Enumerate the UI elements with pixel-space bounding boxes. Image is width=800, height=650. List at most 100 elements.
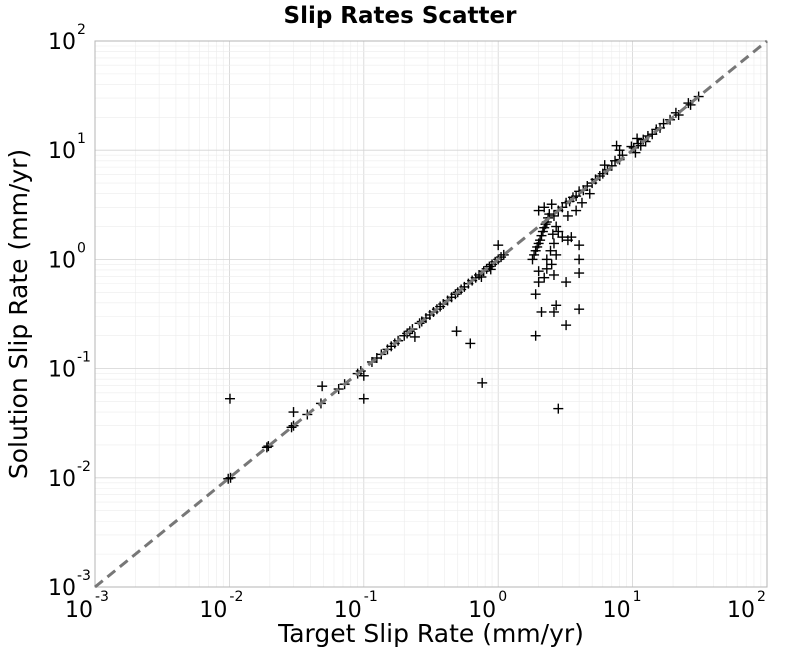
data-point xyxy=(224,393,235,404)
data-point xyxy=(465,338,476,349)
data-point xyxy=(317,381,328,392)
y-axis-label: Solution Slip Rate (mm/yr) xyxy=(4,149,33,479)
data-point xyxy=(551,249,562,260)
svg-text:10: 10 xyxy=(65,598,93,623)
data-point xyxy=(566,232,577,243)
svg-text:-3: -3 xyxy=(77,568,91,584)
data-point xyxy=(574,268,585,279)
data-point xyxy=(263,441,274,452)
svg-text:1: 1 xyxy=(633,589,642,605)
data-point xyxy=(548,269,559,280)
svg-text:0: 0 xyxy=(498,589,507,605)
data-point xyxy=(574,304,585,315)
y-tick-label: 10 2 xyxy=(48,22,86,55)
svg-text:10: 10 xyxy=(48,358,76,383)
svg-text:10: 10 xyxy=(48,467,76,492)
data-point xyxy=(548,306,559,317)
svg-text:10: 10 xyxy=(468,598,496,623)
identity-reference-line xyxy=(94,39,768,589)
data-point xyxy=(261,442,272,453)
svg-text:0: 0 xyxy=(77,240,86,256)
data-point xyxy=(551,300,562,311)
data-point xyxy=(584,188,595,199)
data-point xyxy=(358,393,369,404)
y-tick-label: 10 -1 xyxy=(48,350,91,383)
data-point xyxy=(529,249,540,260)
plot-area xyxy=(94,40,768,588)
data-point xyxy=(225,472,236,483)
data-point xyxy=(541,254,552,265)
svg-text:10: 10 xyxy=(48,248,76,273)
x-tick-label: 100 xyxy=(468,589,507,623)
data-point xyxy=(547,229,558,240)
data-point xyxy=(530,330,541,341)
data-point xyxy=(551,221,562,232)
data-point xyxy=(574,254,585,265)
data-point xyxy=(561,277,572,288)
svg-text:10: 10 xyxy=(48,30,76,55)
x-tick-label: 101 xyxy=(603,589,642,623)
svg-text:10: 10 xyxy=(727,598,755,623)
data-point xyxy=(533,277,544,288)
svg-text:10: 10 xyxy=(334,598,362,623)
data-point xyxy=(533,266,544,277)
x-tick-label: 10-2 xyxy=(199,589,243,623)
data-point xyxy=(451,326,462,337)
svg-text:-3: -3 xyxy=(95,589,109,605)
y-tick-label: 10 0 xyxy=(48,240,86,273)
y-tick-label: 10 -3 xyxy=(48,568,91,601)
data-point xyxy=(553,226,564,237)
data-point xyxy=(539,272,550,283)
data-point xyxy=(539,202,550,213)
data-point xyxy=(535,235,546,246)
data-point xyxy=(545,245,556,256)
svg-text:2: 2 xyxy=(77,22,86,38)
svg-text:10: 10 xyxy=(603,598,631,623)
data-point xyxy=(571,205,582,216)
data-point xyxy=(536,230,547,241)
y-tick-label: 10 -2 xyxy=(48,459,91,492)
data-point xyxy=(574,240,585,251)
svg-text:10: 10 xyxy=(48,139,76,164)
data-point xyxy=(477,377,488,388)
data-point xyxy=(533,205,544,216)
data-point xyxy=(530,289,541,300)
data-point xyxy=(527,254,538,265)
data-point xyxy=(599,160,610,171)
x-tick-label: 10-1 xyxy=(334,589,378,623)
data-point xyxy=(632,133,643,144)
data-point xyxy=(286,422,297,433)
svg-text:2: 2 xyxy=(757,589,766,605)
data-point xyxy=(288,407,299,418)
data-point xyxy=(561,320,572,331)
data-point xyxy=(288,420,299,431)
chart-title: Slip Rates Scatter xyxy=(284,3,518,29)
x-axis-label: Target Slip Rate (mm/yr) xyxy=(277,619,584,648)
data-point xyxy=(576,197,587,208)
data-point xyxy=(546,199,557,210)
svg-text:-2: -2 xyxy=(77,459,91,475)
data-point xyxy=(562,210,573,221)
svg-text:10: 10 xyxy=(48,576,76,601)
data-point xyxy=(498,249,509,260)
data-point xyxy=(223,473,234,484)
data-point xyxy=(633,138,644,149)
svg-text:-1: -1 xyxy=(364,589,378,605)
x-tick-label: 102 xyxy=(727,589,766,623)
svg-text:1: 1 xyxy=(77,131,86,147)
data-point xyxy=(493,240,504,251)
grid-lines xyxy=(94,41,767,588)
svg-text:-1: -1 xyxy=(77,350,91,366)
svg-text:10: 10 xyxy=(199,598,227,623)
data-point xyxy=(635,140,646,151)
data-point xyxy=(553,403,564,414)
x-tick-label: 10-3 xyxy=(65,589,109,623)
data-point xyxy=(541,263,552,274)
data-point xyxy=(611,140,622,151)
data-point xyxy=(546,259,557,270)
data-point xyxy=(409,331,420,342)
data-point xyxy=(557,232,568,243)
